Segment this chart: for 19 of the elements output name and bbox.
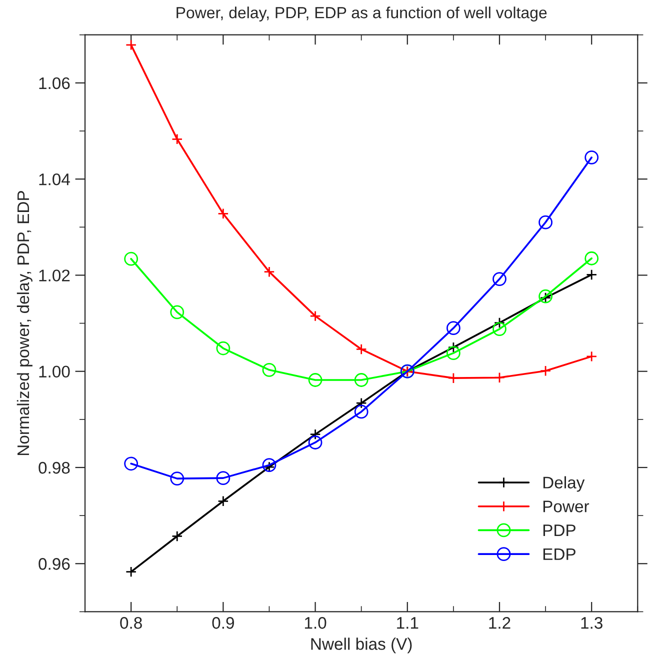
legend-label: Delay xyxy=(543,476,585,492)
x-tick-label: 1.1 xyxy=(397,617,418,629)
x-tick-label: 1.3 xyxy=(581,617,602,629)
x-axis-title: Nwell bias (V) xyxy=(311,638,412,654)
x-tick-label: 0.9 xyxy=(212,617,234,629)
x-tick-label: 1.2 xyxy=(489,617,510,629)
legend-label: Power xyxy=(543,500,590,512)
y-tick-label: 1.04 xyxy=(39,173,70,186)
legend-label: PDP xyxy=(543,524,576,536)
y-tick-label: 0.96 xyxy=(38,558,70,570)
legend-label: EDP xyxy=(543,548,576,560)
chart-title: Power, delay, PDP, EDP as a function of well voltage xyxy=(176,6,547,22)
y-tick-label: 1.06 xyxy=(39,77,70,90)
x-tick-label: 0.8 xyxy=(120,617,142,629)
y-tick-label: 1.00 xyxy=(39,366,70,378)
y-axis-title: Normalized power, delay, PDP, EDP xyxy=(16,191,32,455)
y-tick-label: 1.02 xyxy=(39,270,70,282)
x-tick-label: 1.0 xyxy=(304,617,326,629)
y-tick-label: 0.98 xyxy=(38,462,70,474)
